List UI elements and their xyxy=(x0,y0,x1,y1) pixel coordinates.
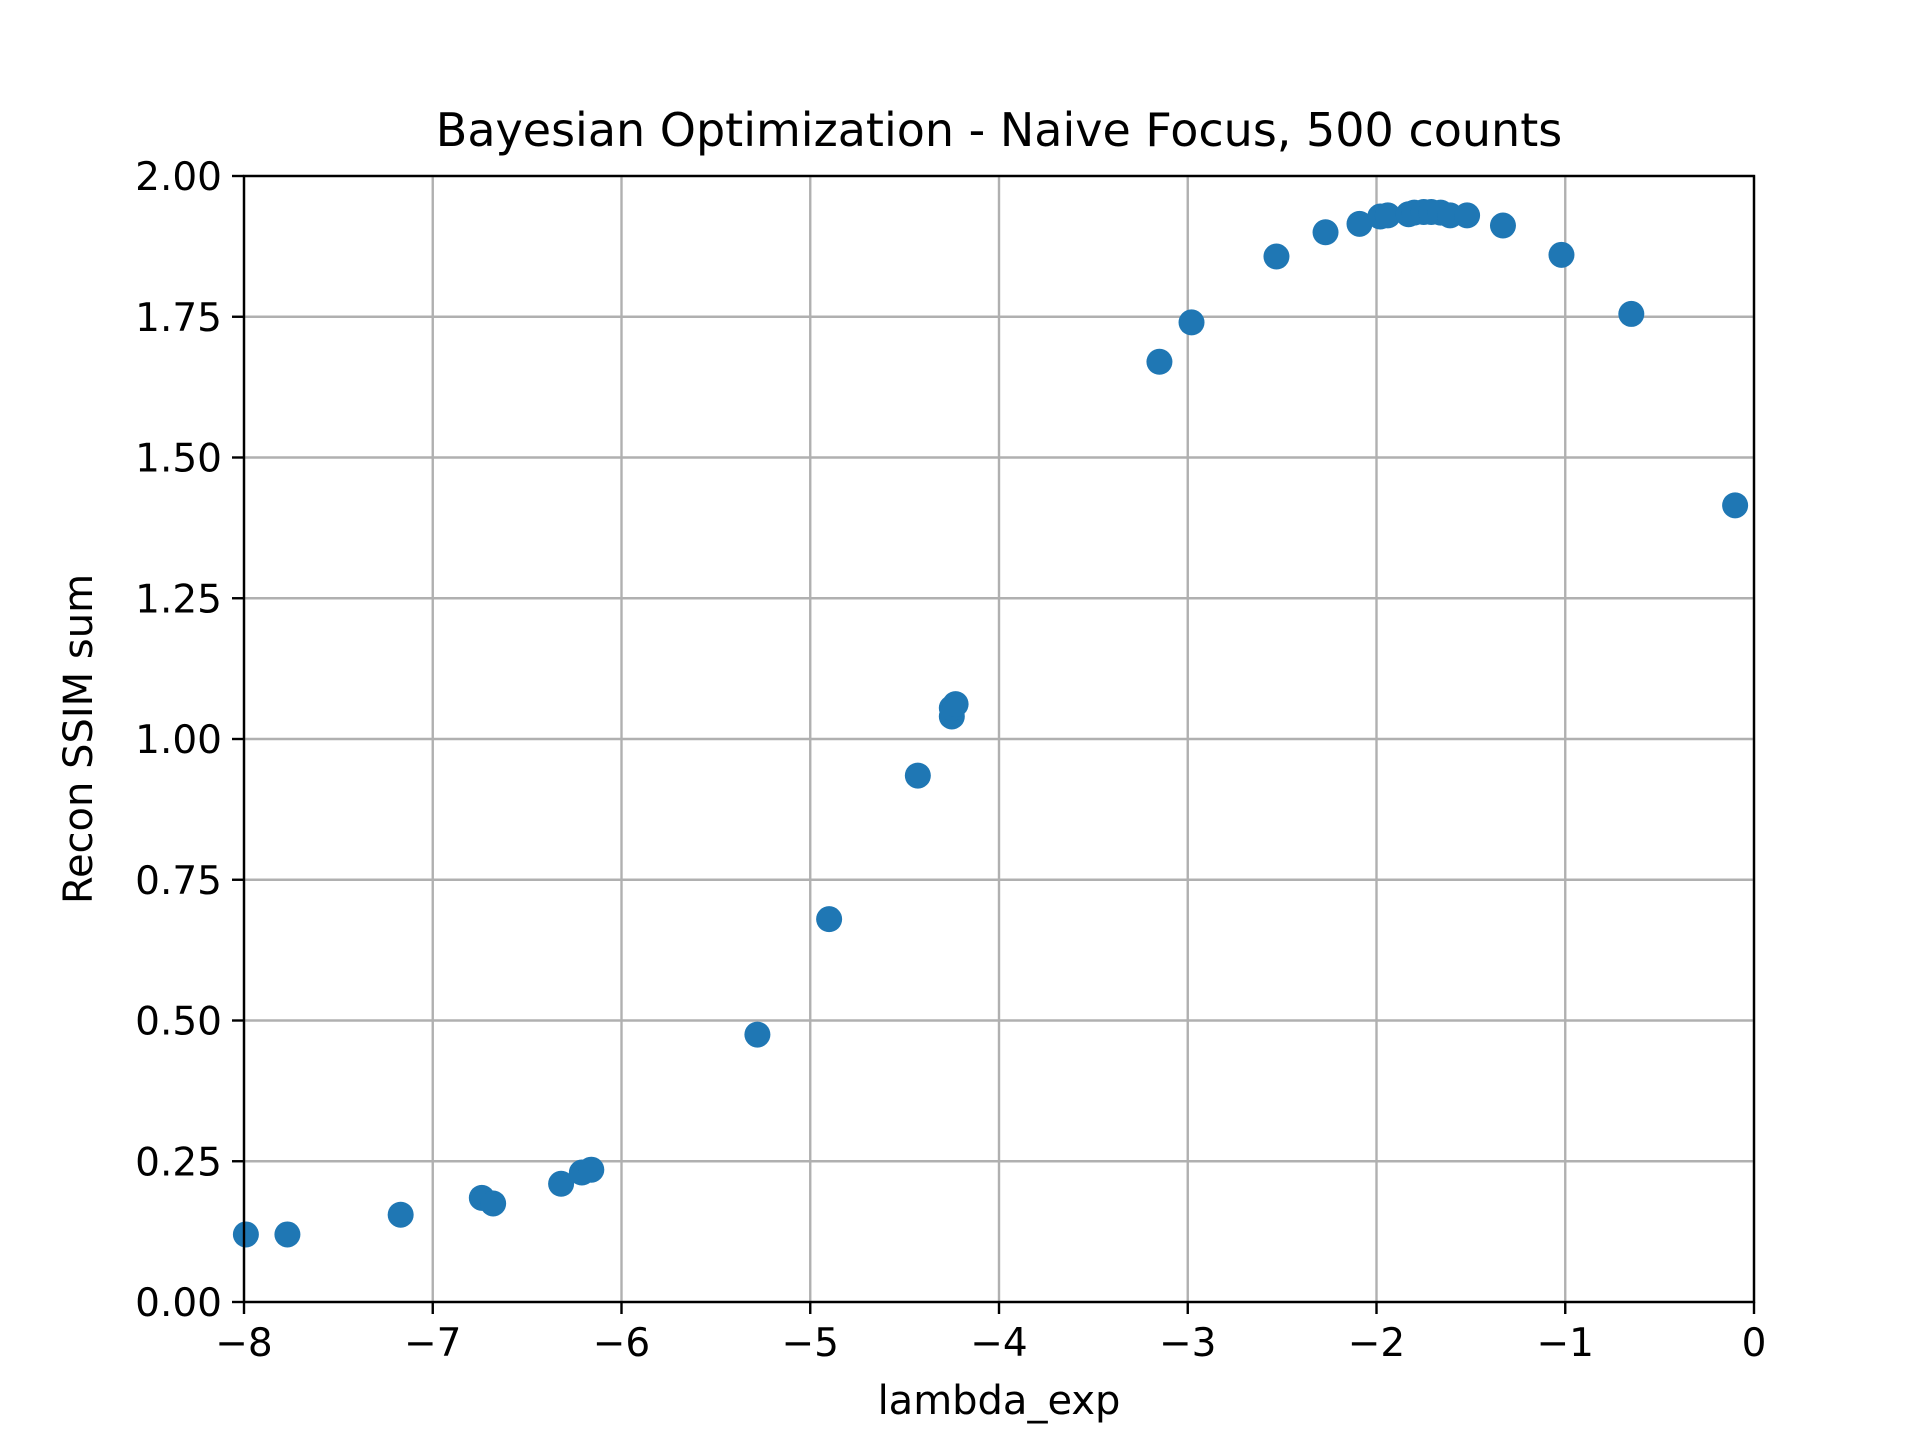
y-tick-label: 2.00 xyxy=(135,155,222,200)
data-points xyxy=(232,199,1749,1248)
y-tick-label: 1.00 xyxy=(135,718,222,763)
scatter-point xyxy=(1146,348,1173,375)
y-tick-label: 0.25 xyxy=(135,1140,222,1185)
axis-ticks: −8 −7 −6 −5 −4 −3 −2 −1 0 0.00 0.25 0.50 0.75 1.00 1.2… xyxy=(135,155,1766,1366)
x-tick-label: −1 xyxy=(1537,1321,1595,1366)
scatter-point xyxy=(548,1170,575,1197)
scatter-point xyxy=(387,1201,414,1228)
x-tick-label: −2 xyxy=(1348,1321,1406,1366)
x-tick-label: −3 xyxy=(1159,1321,1217,1366)
x-tick-label: −7 xyxy=(404,1321,462,1366)
x-tick-label: −8 xyxy=(215,1321,273,1366)
scatter-point xyxy=(744,1021,771,1048)
x-tick-label: −6 xyxy=(593,1321,651,1366)
y-axis-label: Recon SSIM sum xyxy=(56,574,102,904)
scatter-point xyxy=(816,906,843,933)
scatter-point xyxy=(578,1156,605,1183)
scatter-point xyxy=(1178,309,1205,336)
scatter-point xyxy=(274,1221,301,1248)
scatter-point xyxy=(1454,202,1481,229)
scatter-point xyxy=(942,691,969,718)
chart-title: Bayesian Optimization - Naive Focus, 500… xyxy=(436,103,1562,157)
scatter-point xyxy=(1489,212,1516,239)
scatter-point xyxy=(1374,202,1401,229)
scatter-point xyxy=(1618,300,1645,327)
y-tick-label: 0.50 xyxy=(135,1000,222,1045)
y-tick-label: 0.75 xyxy=(135,859,222,904)
y-tick-label: 0.00 xyxy=(135,1281,222,1326)
scatter-point xyxy=(480,1190,507,1217)
y-tick-label: 1.50 xyxy=(135,437,222,482)
scatter-point xyxy=(1312,219,1339,246)
scatter-point xyxy=(1548,241,1575,268)
x-axis-label: lambda_exp xyxy=(878,1378,1121,1424)
scatter-point xyxy=(232,1221,259,1248)
scatter-point xyxy=(1722,492,1749,519)
x-tick-label: 0 xyxy=(1742,1321,1767,1366)
scatter-point xyxy=(1346,210,1373,237)
y-tick-label: 1.25 xyxy=(135,577,222,622)
x-tick-label: −5 xyxy=(782,1321,840,1366)
y-tick-label: 1.75 xyxy=(135,296,222,341)
x-tick-label: −4 xyxy=(970,1321,1028,1366)
scatter-point xyxy=(1263,243,1290,270)
plot-frame xyxy=(242,174,1756,1304)
scatter-point xyxy=(904,762,931,789)
